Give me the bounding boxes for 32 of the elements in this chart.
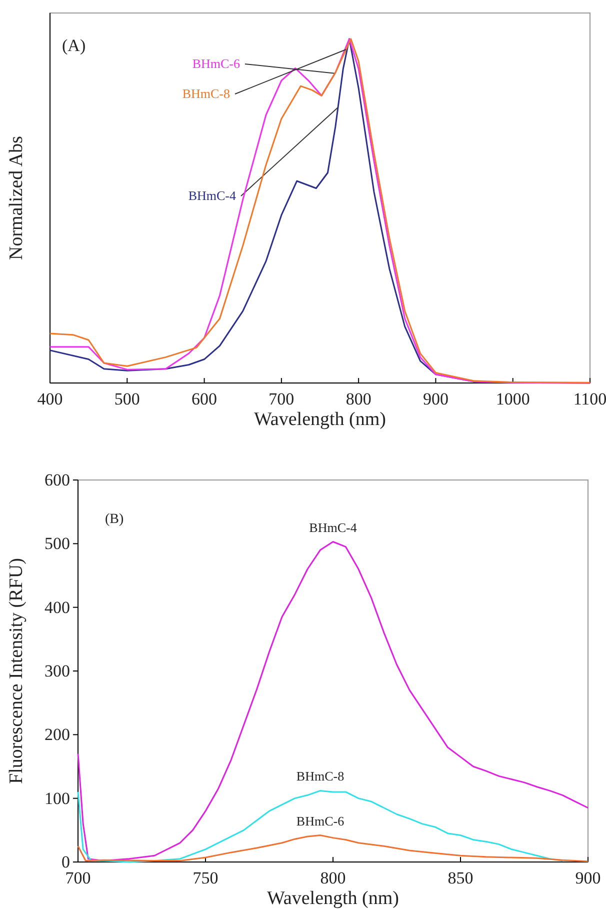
y-tick-label: 0 [62, 852, 70, 872]
y-axis-title: Fluorescence Intensity (RFU) [6, 558, 27, 784]
x-tick-label: 600 [192, 390, 218, 409]
line-series [77, 790, 564, 863]
y-tick-label: 400 [44, 598, 70, 617]
annotation: (B) [105, 512, 124, 527]
x-axis-title: Wavelength (nm) [254, 409, 386, 430]
text: BHmC-8 [182, 86, 230, 101]
x-tick-label: 700 [65, 868, 91, 888]
series-label: BHmC-6 [296, 813, 345, 828]
y-axis-title: Normalized Abs [6, 136, 27, 260]
series-label: BHmC-4 [309, 520, 358, 535]
x-tick-label: 700 [268, 390, 294, 409]
y-tick-label: 200 [44, 725, 70, 744]
y-tick-label: 500 [44, 534, 70, 554]
x-tick-label: 850 [448, 868, 474, 888]
x-tick-label: 1100 [573, 390, 606, 409]
x-tick-label: 750 [192, 868, 218, 888]
x-tick-label: 1000 [496, 390, 530, 409]
text: BHmC-6 [192, 56, 240, 71]
y-tick-label: 300 [44, 661, 70, 680]
text: BHmC-4 [188, 188, 236, 203]
x-tick-label: 800 [346, 390, 372, 409]
series-label: BHmC-8 [296, 768, 344, 784]
x-tick-label: 900 [422, 390, 448, 409]
y-tick-label: 600 [44, 470, 70, 490]
x-tick-label: 500 [114, 390, 140, 409]
x-tick-label: 900 [575, 868, 601, 888]
y-tick-label: 100 [44, 788, 70, 808]
x-tick-label: 800 [320, 868, 346, 888]
annotation: (A) [62, 36, 86, 55]
x-axis-title: Wavelength (nm) [267, 888, 399, 909]
